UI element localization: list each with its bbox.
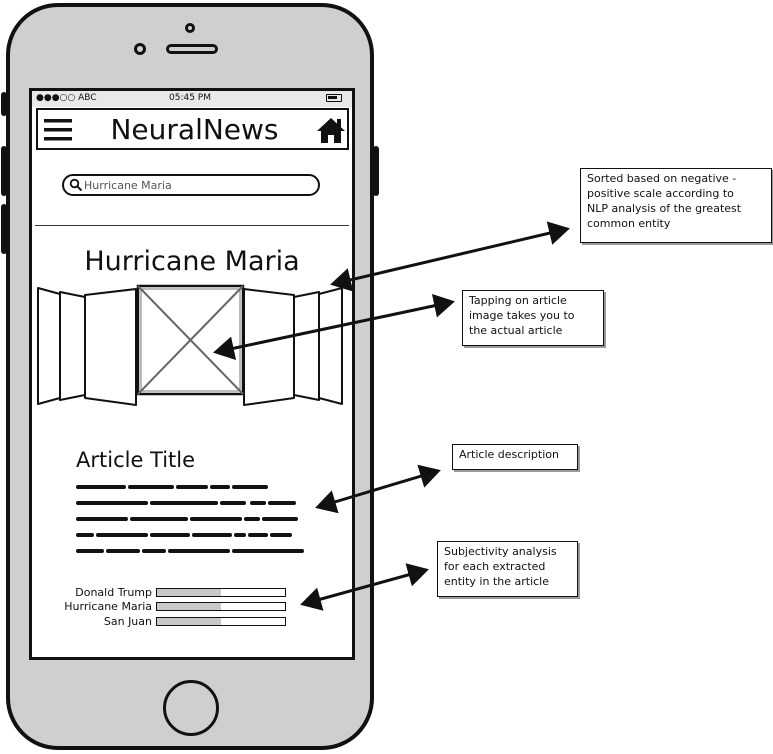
entity-name: Donald Trump	[75, 586, 152, 599]
power-button	[373, 146, 379, 196]
subjectivity-bar	[156, 617, 286, 626]
search-input[interactable]	[84, 177, 309, 193]
arrow-tapping	[213, 293, 455, 361]
mute-switch	[1, 92, 7, 116]
entity-row: Hurricane Maria	[32, 600, 352, 614]
arrow-subjectivity	[300, 563, 429, 611]
app-title: NeuralNews	[110, 113, 279, 146]
phone-screen: ●●●○○ ABC 05:45 PM NeuralNews Hurricane …	[29, 88, 355, 660]
earpiece-speaker	[166, 44, 218, 54]
subjectivity-bar	[156, 588, 286, 597]
entity-name: Hurricane Maria	[64, 600, 152, 613]
entity-row: San Juan	[32, 615, 352, 629]
note-description: Article description	[452, 444, 578, 470]
search-icon	[69, 178, 83, 192]
app-header: NeuralNews	[36, 108, 349, 150]
status-bar: ●●●○○ ABC 05:45 PM	[32, 91, 352, 107]
article-description	[76, 485, 304, 553]
note-subjectivity: Subjectivity analysis for each extracted…	[437, 541, 578, 597]
article-title[interactable]: Article Title	[76, 448, 196, 472]
search-bar[interactable]	[62, 174, 320, 196]
arrow-sorting	[330, 221, 570, 292]
carrier-signal: ●●●○○ ABC	[36, 93, 97, 103]
volume-down-button	[1, 204, 7, 254]
header-divider	[35, 225, 349, 226]
status-time: 05:45 PM	[169, 93, 211, 103]
front-camera	[134, 43, 146, 55]
entity-subjectivity-list: Donald Trump Hurricane Maria San Juan	[32, 586, 352, 636]
volume-up-button	[1, 146, 7, 196]
arrow-description	[315, 464, 441, 514]
battery-icon	[326, 94, 342, 102]
home-button[interactable]	[163, 680, 219, 736]
carousel-card-left-1	[84, 288, 137, 406]
topic-title: Hurricane Maria	[84, 246, 300, 277]
front-sensor	[185, 23, 195, 33]
entity-row: Donald Trump	[32, 586, 352, 600]
note-tapping: Tapping on article image takes you to th…	[462, 290, 604, 346]
entity-name: San Juan	[103, 615, 152, 628]
home-icon[interactable]	[316, 116, 346, 144]
menu-icon[interactable]	[44, 118, 72, 142]
subjectivity-bar	[156, 602, 286, 611]
note-sorting: Sorted based on negative - positive scal…	[580, 168, 772, 243]
